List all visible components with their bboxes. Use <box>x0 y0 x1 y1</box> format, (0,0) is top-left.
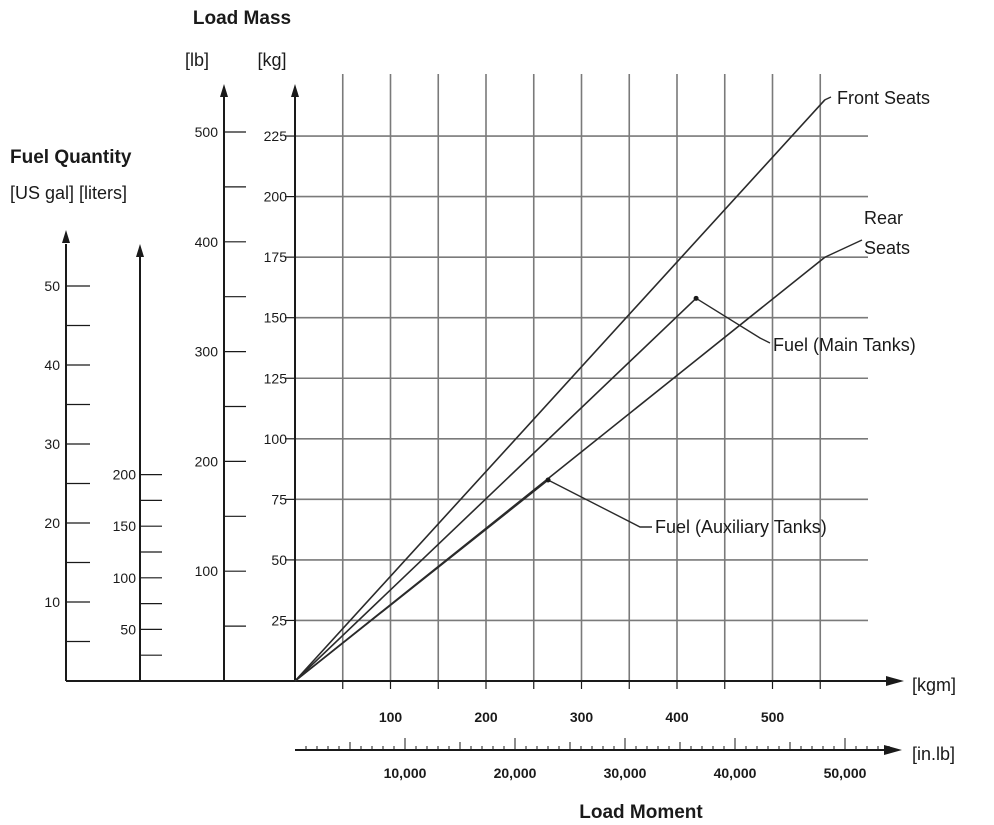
us-gal-tick-label: 30 <box>44 436 60 452</box>
front-seats-label: Front Seats <box>837 88 930 108</box>
lb-tick-label: 100 <box>195 563 219 579</box>
rear-seats-label-line1: Rear <box>864 208 903 228</box>
fuel-aux-tanks-line <box>294 479 549 682</box>
kg-tick-label: 75 <box>271 491 287 507</box>
inlb-tick-label: 30,000 <box>604 765 647 781</box>
lb-axis-arrow <box>220 84 228 97</box>
kg-tick-label: 25 <box>271 612 287 628</box>
kg-tick-label: 175 <box>264 249 288 265</box>
us-gal-tick-label: 50 <box>44 278 60 294</box>
fuel-aux-leader <box>547 479 652 528</box>
liters-tick-label: 50 <box>120 621 136 637</box>
chart-labels: Load Mass [lb] [kg] Fuel Quantity [US ga… <box>10 8 956 823</box>
lb-tick-label: 500 <box>195 124 219 140</box>
us-gal-tick-label: 10 <box>44 594 60 610</box>
kgm-tick-label: 500 <box>761 709 785 725</box>
rear-seats-label-line2: Seats <box>864 238 910 258</box>
inlb-tick-label: 10,000 <box>384 765 427 781</box>
liters-tick-label: 100 <box>113 570 137 586</box>
kg-tick-label: 100 <box>264 431 288 447</box>
inlb-tick-label: 50,000 <box>824 765 867 781</box>
kgm-tick-label: 300 <box>570 709 594 725</box>
kgm-axis-arrow <box>886 676 904 686</box>
lb-tick-label: 300 <box>195 344 219 360</box>
kg-unit-label: [kg] <box>257 50 286 70</box>
kg-axis-arrow <box>291 84 299 97</box>
kgm-tick-label: 100 <box>379 709 403 725</box>
rear-seats-leader <box>824 239 863 258</box>
axes: 25 50 75 100 125 150 175 200 225 100 200 300 400 500 5… <box>44 84 904 781</box>
us-gal-tick-label: 20 <box>44 515 60 531</box>
inlb-tick-label: 20,000 <box>494 765 537 781</box>
kg-tick-label: 225 <box>264 128 288 144</box>
inlb-tick-label: 40,000 <box>714 765 757 781</box>
fuel-main-endpoint <box>693 295 699 301</box>
front-seats-line <box>294 99 826 682</box>
kgm-tick-label: 400 <box>665 709 689 725</box>
load-moment-title: Load Moment <box>579 802 703 823</box>
kgm-unit-label: [kgm] <box>912 675 956 695</box>
us-gal-axis-arrow <box>62 230 70 243</box>
fuel-main-leader <box>695 297 771 344</box>
lb-tick-label: 400 <box>195 234 219 250</box>
grid <box>295 74 868 681</box>
lb-unit-label: [lb] <box>185 50 209 70</box>
kg-tick-label: 150 <box>264 310 288 326</box>
fuel-aux-tanks-label: Fuel (Auxiliary Tanks) <box>655 517 827 537</box>
liters-tick-label: 150 <box>113 518 137 534</box>
inlb-unit-label: [in.lb] <box>912 744 955 764</box>
kgm-tick-label: 200 <box>474 709 498 725</box>
front-seats-leader <box>824 96 832 101</box>
fuel-main-tanks-line <box>294 297 697 682</box>
inlb-axis-arrow <box>884 745 902 755</box>
kg-tick-label: 200 <box>264 189 288 205</box>
kg-tick-label: 50 <box>271 552 287 568</box>
series-lines <box>294 96 863 682</box>
fuel-quantity-title: Fuel Quantity <box>10 147 132 168</box>
kg-tick-label: 125 <box>264 370 288 386</box>
load-mass-title: Load Mass <box>193 8 291 29</box>
fuel-aux-endpoint <box>545 477 551 483</box>
liters-tick-label: 200 <box>113 467 137 483</box>
fuel-main-tanks-label: Fuel (Main Tanks) <box>773 335 916 355</box>
liters-axis-arrow <box>136 244 144 257</box>
lb-tick-label: 200 <box>195 453 219 469</box>
us-gal-tick-label: 40 <box>44 357 60 373</box>
fuel-units-label: [US gal] [liters] <box>10 183 127 203</box>
